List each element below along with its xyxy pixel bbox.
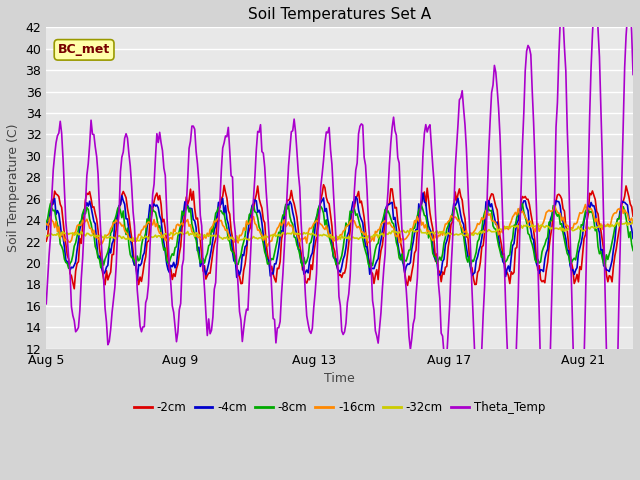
Theta_Temp (605, 412, 613, 418)
Line: -4cm: -4cm (46, 193, 633, 280)
Theta_Temp (608, 459, 616, 465)
-32cm (42, 233, 50, 239)
Theta_Temp (304, 321, 312, 327)
-4cm (42, 227, 50, 232)
-8cm (42, 220, 50, 226)
-4cm (607, 264, 614, 269)
Theta_Temp (239, 338, 246, 344)
-32cm (306, 231, 314, 237)
-32cm (135, 238, 143, 244)
-2cm (70, 286, 78, 292)
-32cm (605, 224, 613, 229)
Title: Soil Temperatures Set A: Soil Temperatures Set A (248, 7, 431, 22)
-2cm (629, 213, 637, 219)
-8cm (607, 246, 614, 252)
-2cm (320, 182, 328, 188)
Theta_Temp (629, 72, 637, 77)
Theta_Temp (42, 301, 50, 307)
-8cm (65, 265, 72, 271)
-4cm (629, 236, 637, 241)
-32cm (333, 235, 341, 240)
Theta_Temp (62, 219, 70, 225)
-8cm (629, 248, 637, 253)
-16cm (306, 225, 314, 231)
Line: -2cm: -2cm (46, 185, 633, 289)
-32cm (62, 231, 70, 237)
-8cm (307, 240, 315, 245)
-8cm (335, 261, 343, 267)
-2cm (62, 241, 70, 247)
-4cm (62, 257, 70, 263)
Line: -8cm: -8cm (46, 204, 633, 268)
-16cm (239, 230, 246, 236)
-4cm (333, 266, 341, 272)
-16cm (42, 221, 50, 227)
-16cm (527, 219, 534, 225)
Y-axis label: Soil Temperature (C): Soil Temperature (C) (7, 124, 20, 252)
-2cm (529, 218, 536, 224)
-4cm (240, 253, 248, 259)
-8cm (241, 233, 249, 239)
-2cm (306, 277, 314, 283)
-4cm (419, 190, 427, 196)
-16cm (264, 243, 271, 249)
-16cm (582, 202, 589, 207)
-2cm (607, 274, 614, 279)
-4cm (306, 258, 314, 264)
Text: BC_met: BC_met (58, 43, 110, 56)
-4cm (529, 235, 536, 241)
-16cm (62, 237, 70, 242)
-8cm (529, 241, 536, 247)
-16cm (607, 221, 614, 227)
-2cm (42, 239, 50, 244)
-32cm (629, 219, 637, 225)
-16cm (629, 221, 637, 227)
-8cm (63, 261, 71, 266)
Line: -16cm: -16cm (46, 204, 633, 246)
-8cm (47, 201, 54, 206)
-2cm (240, 267, 248, 273)
-4cm (133, 277, 141, 283)
X-axis label: Time: Time (324, 372, 355, 385)
Line: Theta_Temp: Theta_Temp (46, 0, 633, 462)
-16cm (333, 237, 341, 242)
Theta_Temp (525, 45, 533, 51)
Legend: -2cm, -4cm, -8cm, -16cm, -32cm, Theta_Temp: -2cm, -4cm, -8cm, -16cm, -32cm, Theta_Te… (129, 396, 550, 419)
-32cm (240, 236, 248, 242)
Line: -32cm: -32cm (46, 222, 633, 241)
-32cm (527, 223, 534, 229)
Theta_Temp (332, 240, 340, 245)
-2cm (335, 273, 343, 278)
